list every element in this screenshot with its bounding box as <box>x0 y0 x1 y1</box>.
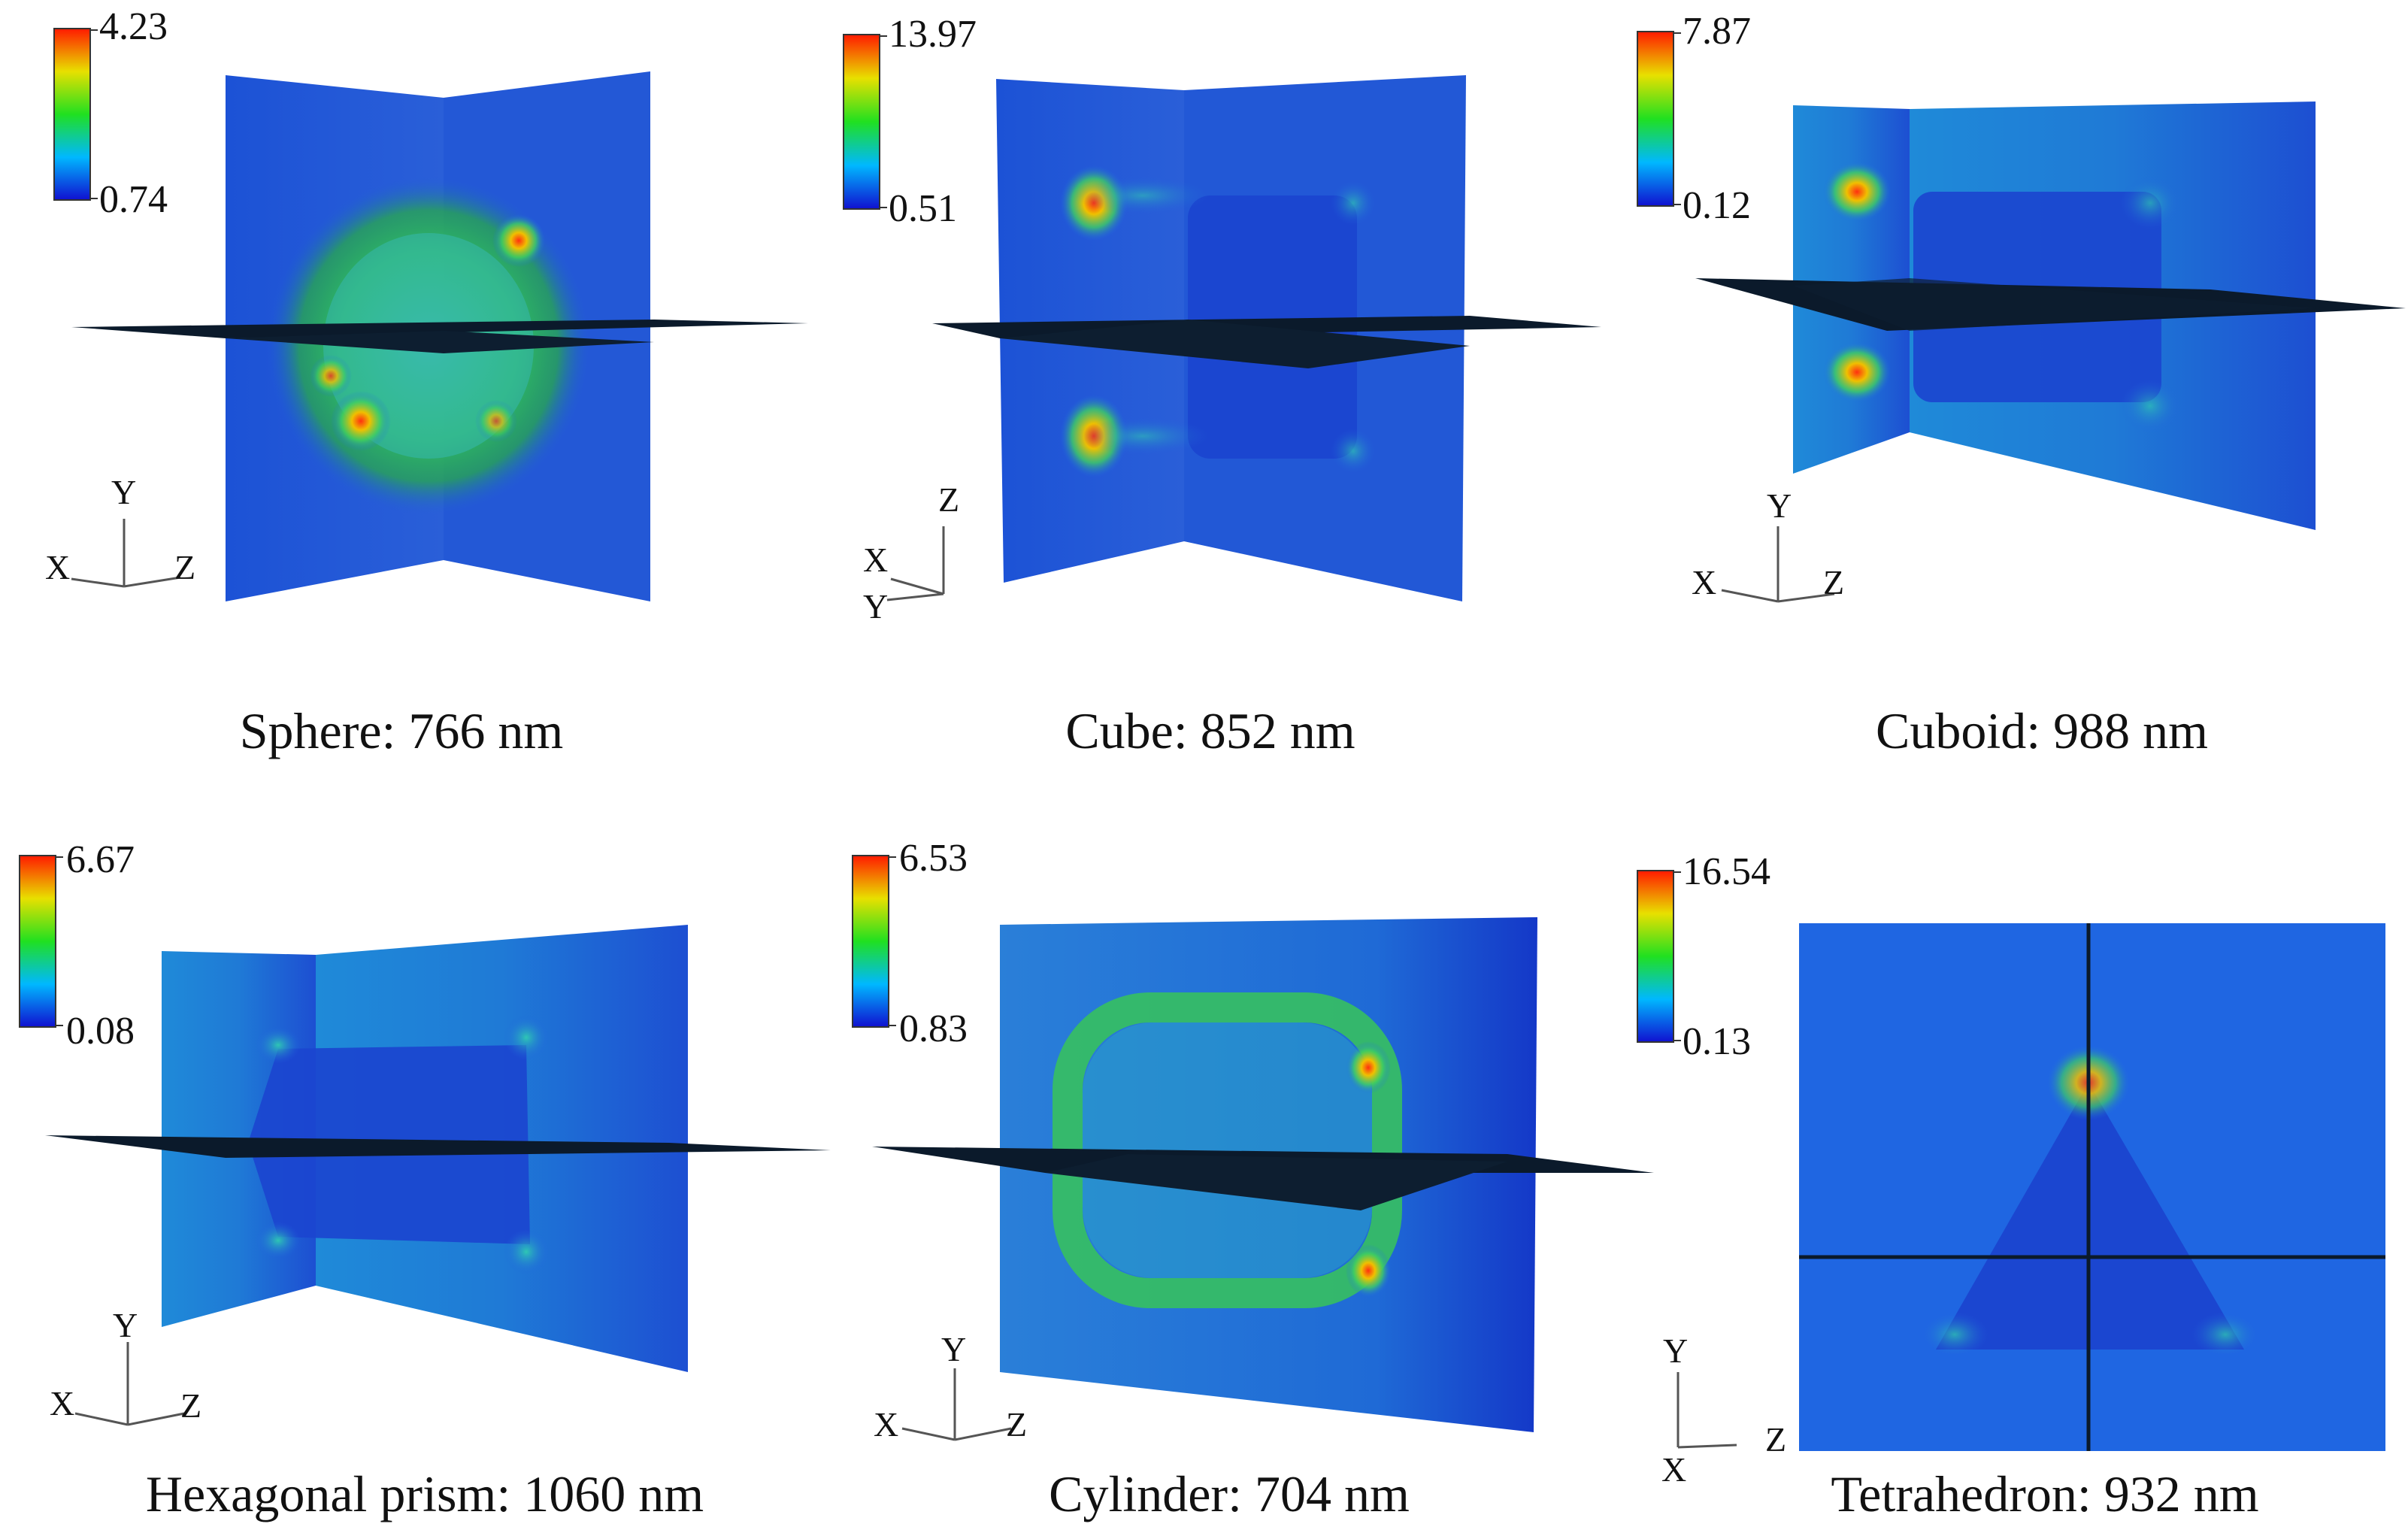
axis-triad: Y X Z <box>50 1306 201 1426</box>
colorbar-min: 0.08 <box>66 1010 135 1053</box>
axis-label-z: Z <box>1006 1405 1027 1444</box>
panel-cuboid: 7.87 0.12 Y X Z Cuboid: 988 nm <box>1637 10 2406 759</box>
axis-triad: Y X Z <box>874 1330 1027 1444</box>
colorbar-min: 0.74 <box>99 178 168 221</box>
panel-hexagonal-prism: 6.67 0.08 Y X Z Hexagonal prism: 1060 nm <box>19 838 831 1522</box>
axis-label-y: Y <box>863 587 888 626</box>
panel-caption: Tetrahedron: 932 nm <box>1831 1465 2258 1522</box>
axis-label-x: X <box>1692 563 1716 601</box>
field-visualization <box>71 71 808 601</box>
axis-triad: Y X Z <box>45 473 195 588</box>
colorbar-max: 6.67 <box>66 838 135 881</box>
axis-label-y: Y <box>111 473 136 511</box>
colorbar: 6.67 0.08 <box>19 838 135 1053</box>
axis-label-z: Z <box>180 1386 201 1425</box>
panel-cylinder: 6.53 0.83 Y X Z Cylinder: 704 nm <box>852 837 1654 1522</box>
colorbar-min: 0.51 <box>889 187 957 230</box>
axis-label-x: X <box>863 541 888 579</box>
colorbar: 13.97 0.51 <box>843 13 977 230</box>
colorbar-max: 4.23 <box>99 5 168 48</box>
colorbar-min: 0.13 <box>1683 1020 1751 1063</box>
colorbar-min: 0.12 <box>1683 184 1751 227</box>
colorbar-max: 7.87 <box>1683 10 1751 53</box>
axis-label-x: X <box>45 548 70 586</box>
axis-label-z: Z <box>938 480 959 519</box>
axis-label-z: Z <box>174 548 195 586</box>
axis-label-x: X <box>50 1384 74 1422</box>
colorbar-max: 13.97 <box>889 13 977 56</box>
axis-label-x: X <box>874 1405 898 1444</box>
colorbar-min: 0.83 <box>899 1007 968 1050</box>
colorbar-max: 16.54 <box>1683 850 1770 893</box>
axis-triad: Z X Y <box>863 480 959 626</box>
field-visualization <box>45 925 831 1372</box>
axis-label-y: Y <box>1767 486 1792 525</box>
colorbar: 16.54 0.13 <box>1637 850 1770 1063</box>
panel-caption: Cuboid: 988 nm <box>1876 702 2208 759</box>
colorbar-max: 6.53 <box>899 837 968 880</box>
panel-caption: Cylinder: 704 nm <box>1049 1465 1410 1522</box>
axis-label-y: Y <box>941 1330 966 1368</box>
panel-sphere: 4.23 0.74 Y X Z Sphere: 766 nm <box>45 5 808 759</box>
axis-triad: Y X Z <box>1692 486 1844 603</box>
colorbar: 7.87 0.12 <box>1637 10 1751 227</box>
panel-caption: Cube: 852 nm <box>1065 702 1355 759</box>
colorbar: 6.53 0.83 <box>852 837 968 1050</box>
panel-caption: Hexagonal prism: 1060 nm <box>146 1465 704 1522</box>
panel-caption: Sphere: 766 nm <box>240 702 564 759</box>
panel-cube: 13.97 0.51 Z X Y Cube: 852 nm <box>843 13 1601 759</box>
axis-label-x: X <box>1661 1450 1686 1489</box>
axis-label-z: Z <box>1765 1420 1786 1459</box>
axis-label-z: Z <box>1823 563 1844 601</box>
field-visualization <box>1799 923 2385 1451</box>
axis-triad: Y Z X <box>1661 1331 1786 1489</box>
field-visualization <box>1695 101 2406 530</box>
colorbar: 4.23 0.74 <box>53 5 168 221</box>
axis-label-y: Y <box>113 1306 138 1344</box>
field-visualization <box>932 75 1601 601</box>
axis-label-y: Y <box>1663 1331 1688 1370</box>
panel-tetrahedron: 16.54 0.13 Y Z X Tetrahedron: 932 nm <box>1637 850 2385 1522</box>
field-visualization <box>872 917 1654 1432</box>
